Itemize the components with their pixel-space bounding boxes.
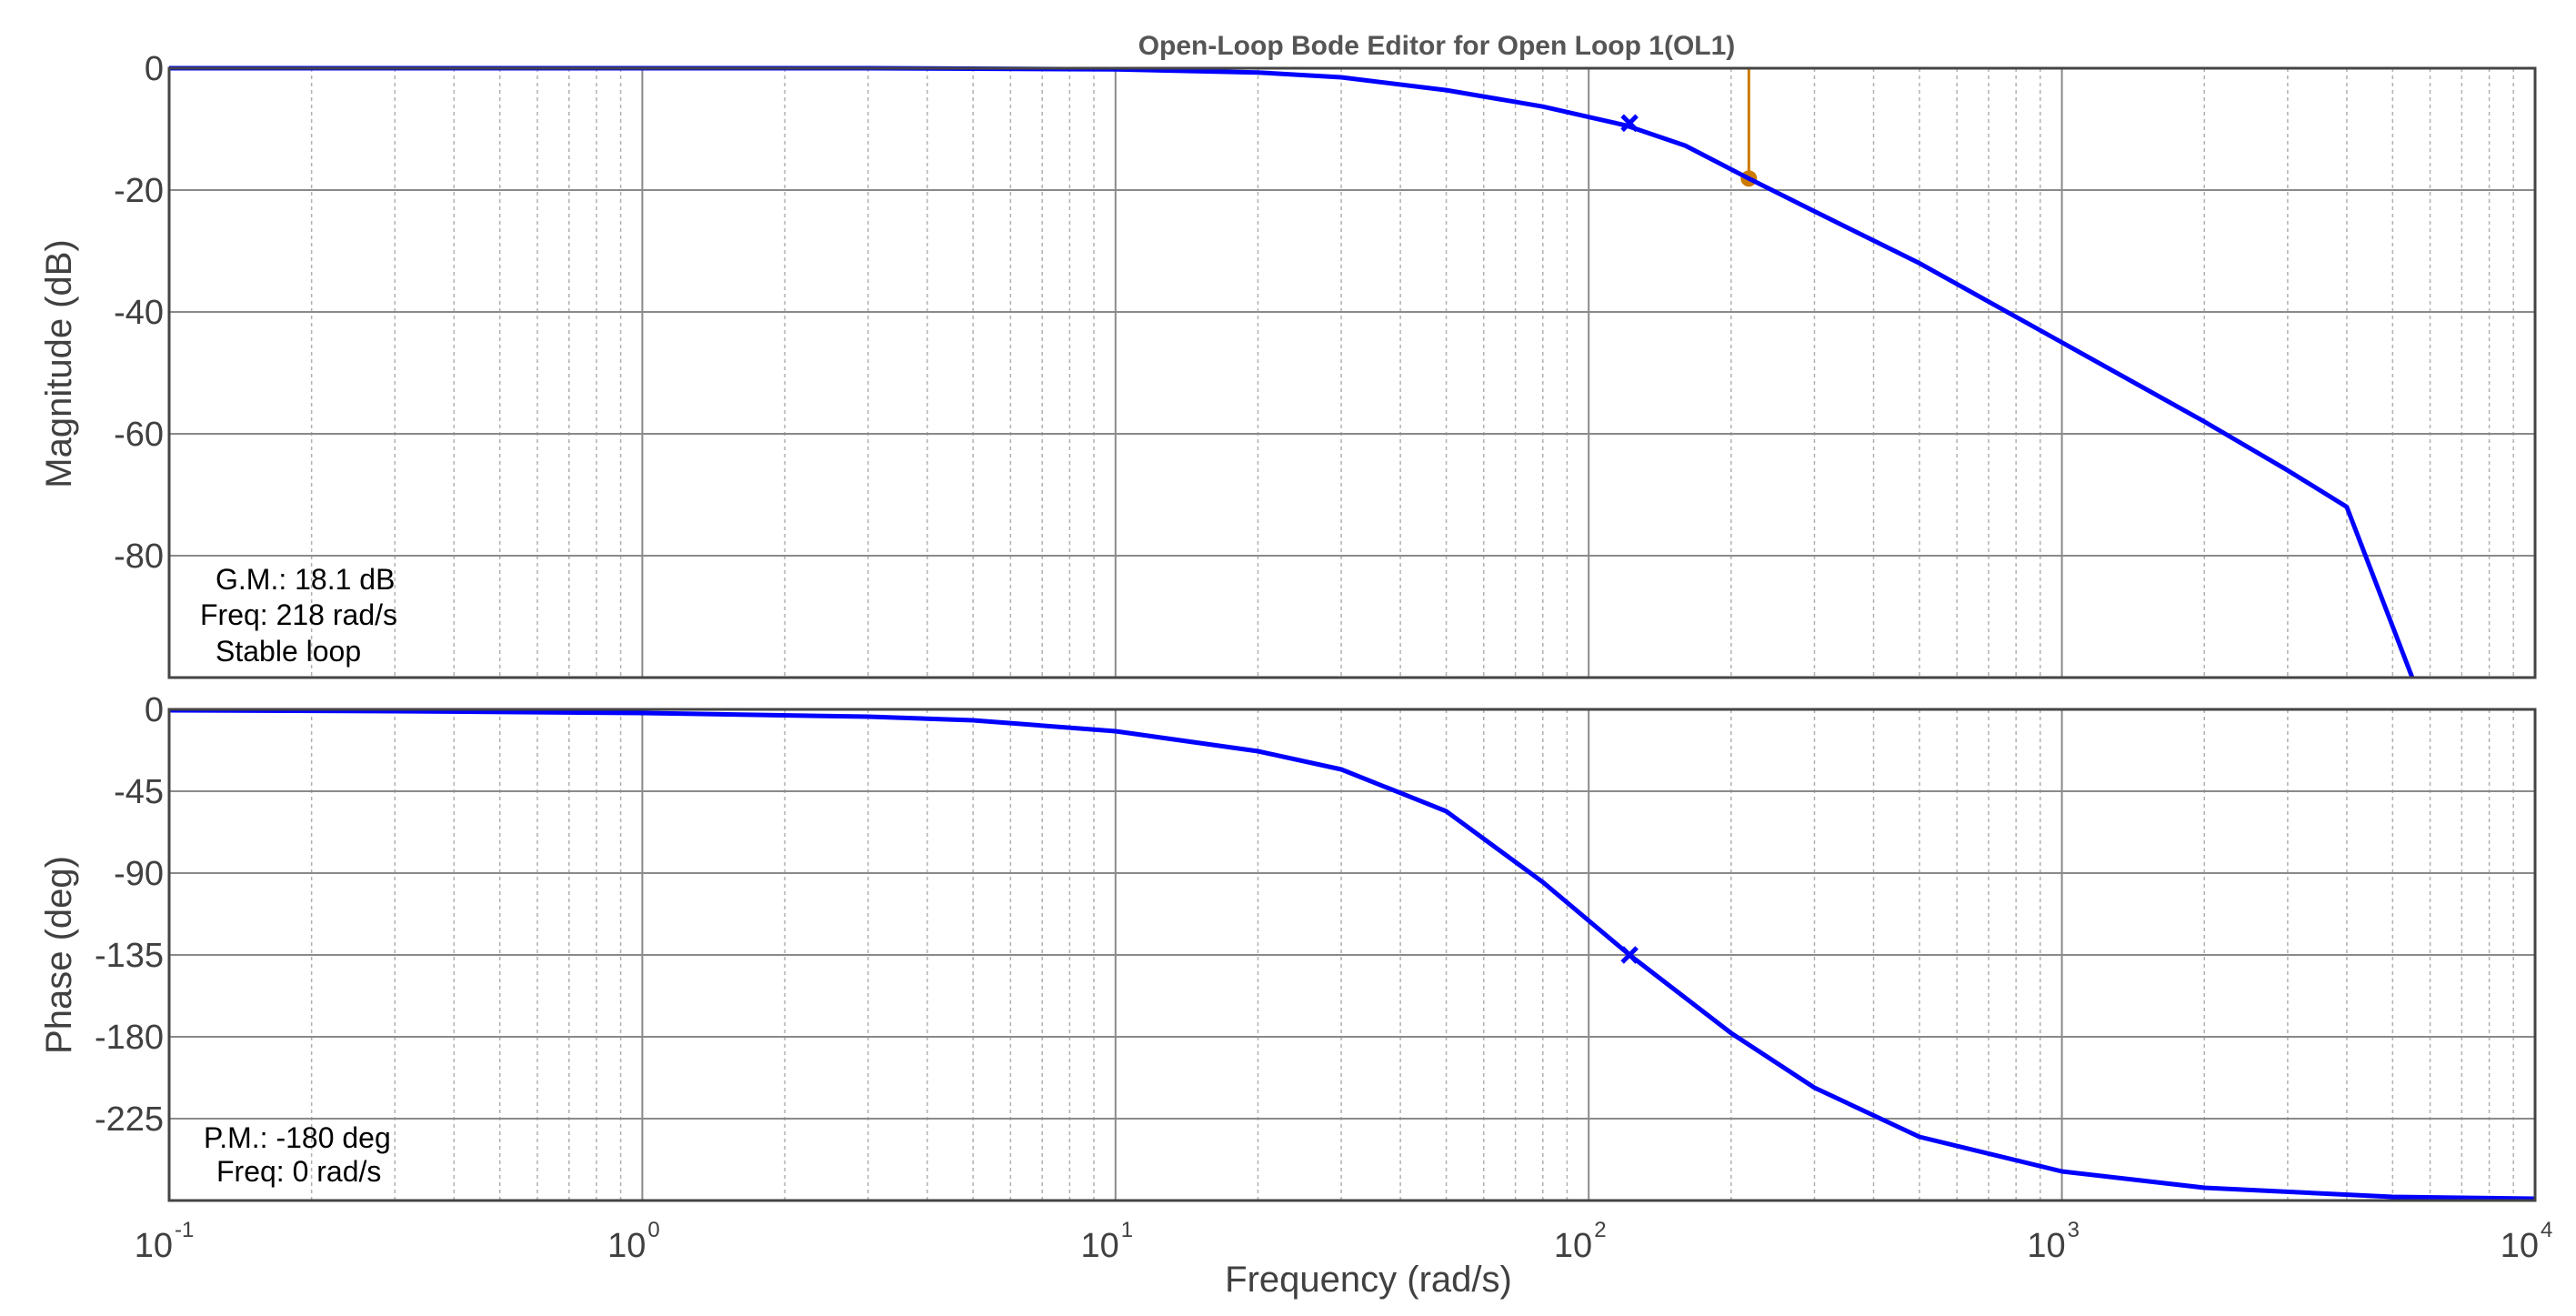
- phase-markers: [1620, 946, 1639, 964]
- chart-title: Open-Loop Bode Editor for Open Loop 1(OL…: [1138, 31, 1736, 61]
- x-tick-label: 10 3: [2027, 1218, 2080, 1265]
- x-tick-label: 10 1: [1081, 1218, 1134, 1265]
- x-tick-label: 10 -1: [135, 1218, 195, 1265]
- gain-margin-freq-text: Freq: 218 rad/s: [200, 598, 397, 631]
- magnitude-plot-frame: [167, 66, 2537, 679]
- y-tick-label: 0: [145, 50, 164, 88]
- x-tick-exponent: 4: [2541, 1218, 2552, 1242]
- magnitude-y-ticks: 0 -20 -40 -60 -80: [114, 50, 164, 576]
- y-tick-label: -225: [95, 1100, 164, 1139]
- x-tick-base: 10: [1554, 1227, 1592, 1265]
- series-line: [168, 708, 2536, 1201]
- y-tick-label: -45: [114, 773, 164, 811]
- cross-stroke-b: [1620, 114, 1639, 133]
- x-tick-base: 10: [2027, 1227, 2065, 1265]
- x-axis-label: Frequency (rad/s): [1225, 1260, 1512, 1300]
- y-tick-label: -135: [95, 937, 164, 975]
- x-tick-label: 10 2: [1554, 1218, 1607, 1265]
- phase-plot-frame: [167, 708, 2537, 1202]
- phase-margin-text: P.M.: -180 deg: [204, 1121, 391, 1154]
- y-tick-label: 0: [145, 691, 164, 729]
- y-tick-label: -180: [95, 1019, 164, 1057]
- x-tick-label: 10 4: [2501, 1218, 2553, 1265]
- x-tick-base: 10: [2501, 1227, 2539, 1265]
- phase-y-ticks: 0 -45 -90 -135 -180 -225: [95, 691, 164, 1139]
- x-tick-base: 10: [1081, 1227, 1119, 1265]
- phase-grid: [168, 708, 2535, 1200]
- x-tick-base: 10: [135, 1227, 173, 1265]
- x-tick-exponent: 3: [2068, 1218, 2080, 1242]
- x-tick-labels: 10 -1 10 0 10 1 10 2 10 3 10 4: [135, 1218, 2553, 1265]
- x-tick-base: 10: [607, 1227, 646, 1265]
- y-tick-label: -90: [114, 855, 164, 893]
- phase-y-label: Phase (deg): [39, 856, 79, 1054]
- y-tick-label: -80: [114, 537, 164, 576]
- x-tick-exponent: 1: [1121, 1218, 1133, 1242]
- x-tick-label: 10 0: [607, 1218, 660, 1265]
- cross-marker: [1620, 114, 1639, 133]
- cross-marker: [1620, 946, 1639, 964]
- y-tick-label: -60: [114, 416, 164, 454]
- phase-series: [168, 708, 2536, 1201]
- magnitude-markers: [1620, 114, 1639, 133]
- magnitude-y-label: Magnitude (dB): [39, 239, 79, 487]
- phase-margin-freq-text: Freq: 0 rad/s: [216, 1155, 381, 1188]
- phase-margin-annotation: P.M.: -180 deg Freq: 0 rad/s: [204, 1121, 391, 1188]
- cross-stroke-b: [1620, 946, 1639, 964]
- x-tick-exponent: -1: [175, 1218, 194, 1242]
- gain-margin-text: G.M.: 18.1 dB: [216, 563, 395, 596]
- y-tick-label: -40: [114, 294, 164, 332]
- y-tick-label: -20: [114, 172, 164, 210]
- stability-text: Stable loop: [216, 635, 361, 668]
- gain-margin-annotation: G.M.: 18.1 dB Freq: 218 rad/s Stable loo…: [200, 563, 397, 668]
- x-tick-exponent: 0: [647, 1218, 659, 1242]
- x-tick-exponent: 2: [1594, 1218, 1606, 1242]
